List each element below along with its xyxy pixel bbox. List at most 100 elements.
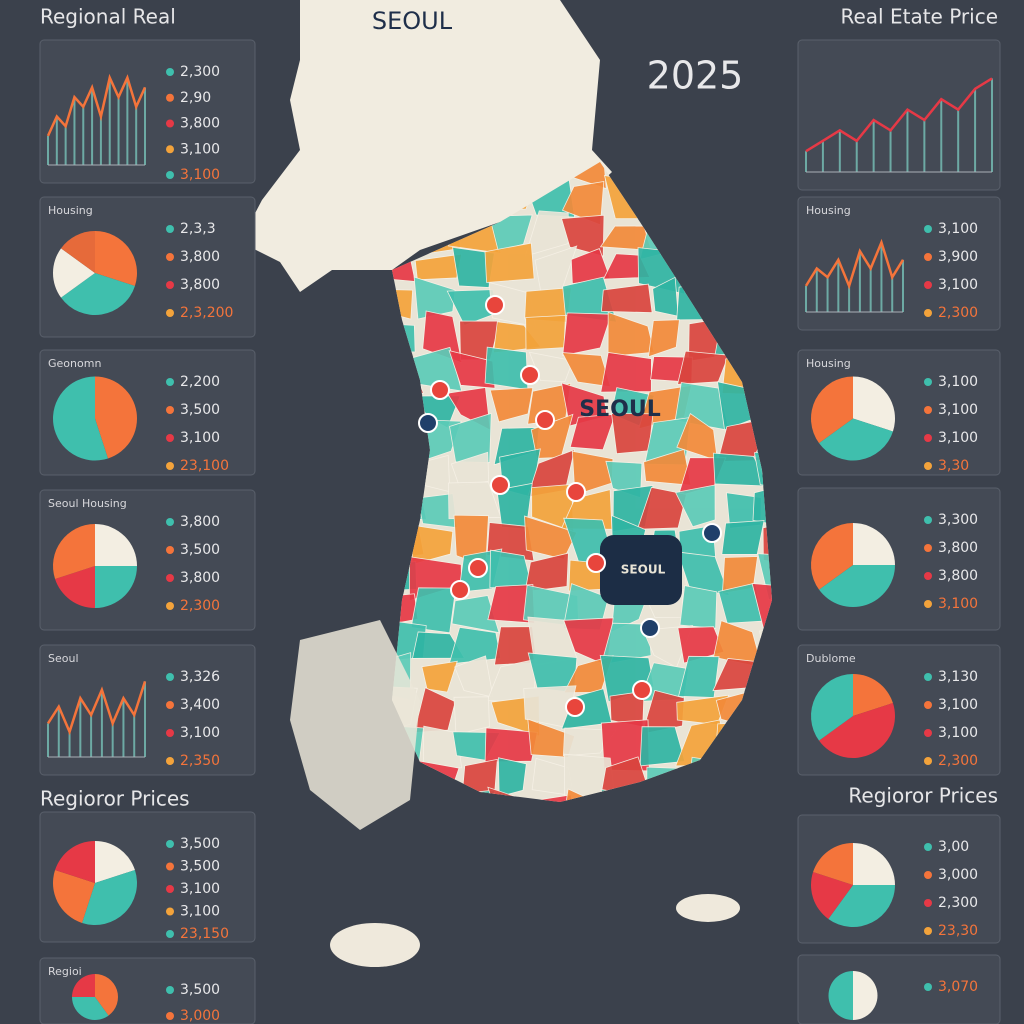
region-cell xyxy=(448,350,496,389)
panel: Regioi 3,500 3,000 xyxy=(39,957,256,1024)
pie-slice xyxy=(811,523,853,590)
item-value: 3,800 xyxy=(938,540,978,556)
item-value: 3,500 xyxy=(180,859,220,875)
item-value: 2,300 xyxy=(938,305,978,321)
panel-bg xyxy=(39,39,256,184)
line-series xyxy=(46,681,147,736)
panel-heading: Dublome xyxy=(806,652,856,665)
item-value: 3,100 xyxy=(938,697,978,713)
item-value: 3,800 xyxy=(180,570,220,586)
item-value: 3,000 xyxy=(938,867,978,883)
item-dot xyxy=(166,93,174,102)
panel-heading: Housing xyxy=(806,357,851,370)
item-dot xyxy=(166,309,174,317)
item-dot xyxy=(924,673,932,681)
item-value: 3,100 xyxy=(938,374,978,390)
region-cell xyxy=(451,595,500,634)
region-cell xyxy=(751,583,772,636)
region-cell xyxy=(562,312,612,357)
pie-slice xyxy=(82,870,137,925)
item-value: 3,100 xyxy=(180,904,220,920)
region-cell xyxy=(414,253,463,281)
region-cell xyxy=(600,283,653,314)
region-cell xyxy=(489,387,534,423)
region-cell xyxy=(569,413,616,451)
pie-slice xyxy=(853,523,895,565)
item-value: 3,100 xyxy=(938,725,978,741)
pie-slice xyxy=(53,248,95,298)
item-value: 3,100 xyxy=(180,141,220,157)
pie-slice xyxy=(819,418,893,461)
region-cell xyxy=(721,520,765,555)
region-cell xyxy=(484,242,535,283)
pie-slice xyxy=(53,376,108,461)
pin xyxy=(535,410,555,430)
panel-heading: Regioi xyxy=(48,965,82,978)
item-dot xyxy=(924,516,932,524)
item-dot xyxy=(166,1012,174,1020)
item-dot xyxy=(166,885,174,893)
panel: 3,500 3,500 3,100 3,100 23,150 xyxy=(39,811,256,943)
item-value: 3,100 xyxy=(938,402,978,418)
item-value: 3,500 xyxy=(180,402,220,418)
item-dot xyxy=(924,843,932,851)
item-value: 3,130 xyxy=(938,669,978,685)
item-dot xyxy=(924,701,932,709)
item-value: 23,150 xyxy=(180,926,229,942)
item-dot xyxy=(166,253,174,261)
panel-heading: Housing xyxy=(806,204,851,217)
pie-slice xyxy=(853,376,895,432)
panel: Housing 3,100 3,100 3,100 3,30 xyxy=(797,349,1001,476)
pin xyxy=(566,482,586,502)
item-dot xyxy=(166,281,174,289)
panel-heading: Geonomn xyxy=(48,357,101,370)
item-dot xyxy=(166,907,174,916)
item-value: 2,350 xyxy=(180,753,220,769)
item-value: 3,100 xyxy=(180,167,220,183)
region-cell xyxy=(450,451,490,487)
item-dot xyxy=(924,434,932,442)
pie-slice xyxy=(819,703,896,759)
map-label: SEOUL xyxy=(372,7,453,35)
west-islands xyxy=(290,620,420,830)
item-dot xyxy=(924,406,932,414)
pie-slice xyxy=(53,524,95,579)
panel-heading: Seoul xyxy=(48,652,79,665)
item-dot xyxy=(166,68,174,76)
pins xyxy=(418,295,722,717)
pie-slice xyxy=(95,841,135,883)
section-title: Real Etate Price xyxy=(841,5,999,29)
item-dot xyxy=(924,600,932,608)
line-series xyxy=(804,238,905,290)
island xyxy=(676,894,740,922)
item-value: 3,100 xyxy=(180,430,220,446)
panel-bg xyxy=(797,39,1001,191)
item-value: 3,100 xyxy=(180,881,220,897)
region-cell xyxy=(422,725,463,769)
item-dot xyxy=(924,871,932,879)
map-label: SEOUL xyxy=(579,397,660,422)
item-value: 3,100 xyxy=(180,725,220,741)
region-cell xyxy=(453,696,490,736)
line-series xyxy=(46,73,147,137)
item-dot xyxy=(924,253,932,261)
item-value: 3,900 xyxy=(938,249,978,265)
item-value: 3,070 xyxy=(938,979,978,995)
pin xyxy=(520,365,540,385)
item-value: 2,90 xyxy=(180,90,211,106)
panel-heading: Seoul Housing xyxy=(48,497,127,510)
panel: Seoul 3,326 3,400 3,100 2,350 xyxy=(39,644,256,776)
item-value: 3,100 xyxy=(938,277,978,293)
item-value: 2,3,3 xyxy=(180,221,216,237)
item-value: 3,800 xyxy=(180,277,220,293)
pie-slice xyxy=(853,971,878,1020)
item-dot xyxy=(924,757,932,765)
item-value: 2,3,200 xyxy=(180,305,233,321)
pin xyxy=(430,380,450,400)
item-dot xyxy=(166,406,174,414)
north-region xyxy=(240,0,612,292)
item-value: 3,100 xyxy=(938,430,978,446)
item-dot xyxy=(924,309,932,317)
item-dot xyxy=(166,930,174,938)
